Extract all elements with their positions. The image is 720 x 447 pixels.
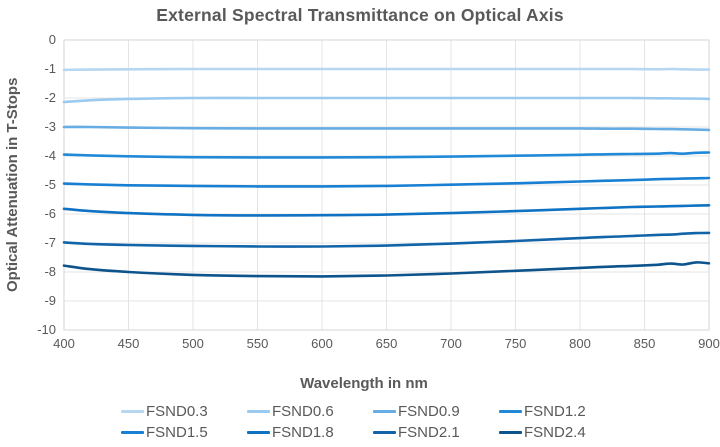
legend-label: FSND0.3	[146, 402, 208, 420]
legend-item-FSND1.5: FSND1.5	[121, 423, 221, 441]
legend-label: FSND0.9	[398, 402, 460, 420]
y-tick-label: -1	[44, 61, 56, 76]
legend-row: FSND1.5 FSND1.8 FSND2.1 FSND2.4	[0, 423, 720, 441]
x-tick-label: 550	[246, 336, 269, 351]
y-tick-label: -3	[44, 119, 56, 134]
legend-line-swatch	[121, 409, 144, 413]
series-line-FSND1.8	[62, 204, 711, 217]
series-line-FSND0.9	[62, 125, 711, 132]
x-tick-label: 700	[440, 336, 462, 351]
x-tick-label: 600	[311, 336, 333, 351]
legend-label: FSND1.8	[272, 423, 334, 441]
series-line-FSND1.5	[62, 176, 711, 188]
x-tick-label: 800	[569, 336, 591, 351]
legend-item-FSND2.1: FSND2.1	[373, 423, 473, 441]
legend-line-swatch	[247, 409, 270, 413]
chart-title: External Spectral Transmittance on Optic…	[156, 5, 564, 25]
legend-label: FSND1.5	[146, 423, 208, 441]
y-tick-label: -8	[44, 264, 56, 279]
y-tick-label: -10	[37, 322, 56, 337]
x-axis-title: Wavelength in nm	[300, 375, 428, 392]
x-tick-label: 400	[53, 336, 75, 351]
y-tick-label: -9	[44, 293, 56, 308]
x-tick-label: 750	[504, 336, 527, 351]
legend-item-FSND1.2: FSND1.2	[499, 402, 599, 420]
legend-row: FSND0.3 FSND0.6 FSND0.9 FSND1.2	[0, 402, 720, 420]
y-tick-label: -4	[44, 148, 56, 163]
y-tick-label: 0	[48, 32, 56, 47]
x-tick-label: 900	[698, 336, 720, 351]
legend-item-FSND0.3: FSND0.3	[121, 402, 221, 420]
x-tick-label: 450	[117, 336, 140, 351]
legend-label: FSND1.2	[524, 402, 586, 420]
series-line-FSND0.6	[62, 96, 711, 104]
series-line-FSND1.2	[62, 151, 711, 159]
legend-label: FSND2.4	[524, 423, 586, 441]
series-line-FSND0.3	[62, 67, 711, 72]
x-tick-label: 650	[375, 336, 398, 351]
legend-line-swatch	[247, 430, 270, 434]
legend-line-swatch	[499, 409, 522, 413]
legend-line-swatch	[499, 430, 522, 434]
legend-line-swatch	[373, 430, 396, 434]
x-tick-label: 850	[633, 336, 656, 351]
legend-item-FSND2.4: FSND2.4	[499, 423, 599, 441]
legend-item-FSND0.6: FSND0.6	[247, 402, 347, 420]
y-tick-label: -6	[44, 206, 56, 221]
plot-border	[63, 39, 710, 331]
y-tick-label: -5	[44, 177, 56, 192]
series-line-FSND2.4	[62, 261, 711, 278]
y-tick-label: -7	[44, 235, 56, 250]
x-tick-label: 500	[182, 336, 204, 351]
legend-label: FSND2.1	[398, 423, 460, 441]
legend-item-FSND1.8: FSND1.8	[247, 423, 347, 441]
y-tick-label: -2	[44, 90, 56, 105]
legend-line-swatch	[121, 430, 144, 434]
legend-line-swatch	[373, 409, 396, 413]
legend-label: FSND0.6	[272, 402, 334, 420]
series-line-FSND2.1	[62, 231, 711, 248]
legend-item-FSND0.9: FSND0.9	[373, 402, 473, 420]
